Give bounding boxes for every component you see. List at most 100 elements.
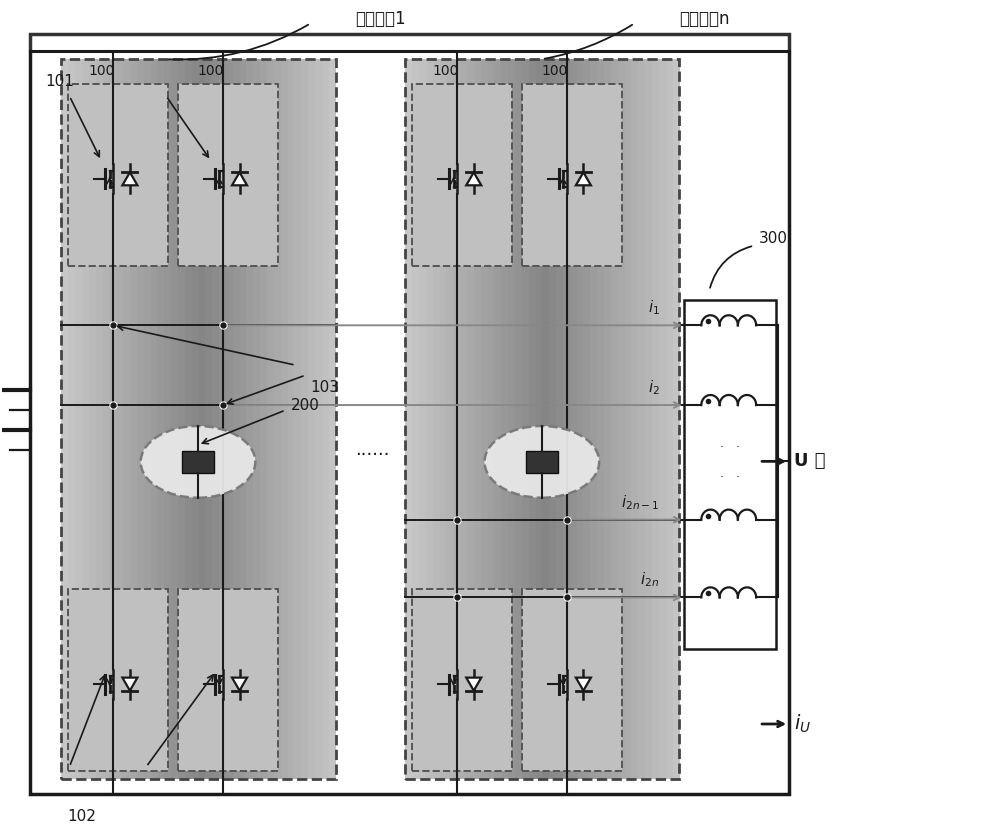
Bar <box>151 59 158 779</box>
Bar <box>460 59 467 779</box>
Bar <box>212 59 220 779</box>
Polygon shape <box>122 678 137 690</box>
Text: $i_U$: $i_U$ <box>794 713 811 735</box>
Bar <box>260 59 268 779</box>
Bar <box>171 59 178 779</box>
Polygon shape <box>576 678 591 690</box>
Bar <box>494 59 502 779</box>
Polygon shape <box>576 172 591 186</box>
Bar <box>583 59 591 779</box>
Bar <box>267 59 274 779</box>
Bar <box>563 59 570 779</box>
Bar <box>467 59 474 779</box>
Polygon shape <box>232 172 247 186</box>
Text: $i_2$: $i_2$ <box>648 378 659 397</box>
FancyBboxPatch shape <box>412 84 512 265</box>
Bar <box>659 59 666 779</box>
Bar <box>618 59 625 779</box>
Text: 300: 300 <box>759 231 788 246</box>
Bar <box>474 59 481 779</box>
Bar <box>288 59 295 779</box>
Bar <box>625 59 632 779</box>
Bar <box>522 59 529 779</box>
Bar <box>542 59 550 779</box>
Bar <box>577 59 584 779</box>
FancyBboxPatch shape <box>178 84 278 265</box>
Text: ·   ·

·   ·: · · · · <box>720 441 740 484</box>
Bar <box>426 59 433 779</box>
Bar <box>604 59 611 779</box>
Bar <box>322 59 329 779</box>
Bar <box>157 59 165 779</box>
Polygon shape <box>232 678 247 690</box>
Bar <box>116 59 124 779</box>
Text: $i_{2n}$: $i_{2n}$ <box>640 570 659 590</box>
Text: 200: 200 <box>291 397 320 412</box>
Bar <box>226 59 233 779</box>
Bar <box>638 59 646 779</box>
Bar <box>329 59 336 779</box>
Bar <box>192 59 199 779</box>
Bar <box>103 59 110 779</box>
Bar <box>75 59 83 779</box>
FancyBboxPatch shape <box>178 590 278 771</box>
FancyBboxPatch shape <box>522 590 622 771</box>
Bar <box>123 59 130 779</box>
FancyBboxPatch shape <box>412 590 512 771</box>
Bar <box>178 59 185 779</box>
Text: U 相: U 相 <box>794 453 826 470</box>
Text: $i_{2n-1}$: $i_{2n-1}$ <box>621 493 659 512</box>
Bar <box>233 59 240 779</box>
Bar <box>96 59 103 779</box>
Bar <box>82 59 89 779</box>
Bar <box>61 59 69 779</box>
Bar <box>137 59 144 779</box>
Bar <box>481 59 488 779</box>
Bar <box>652 59 659 779</box>
Bar <box>515 59 522 779</box>
FancyBboxPatch shape <box>526 451 558 473</box>
Bar <box>185 59 192 779</box>
Bar <box>590 59 598 779</box>
Bar <box>274 59 281 779</box>
Text: 100: 100 <box>542 64 568 78</box>
Ellipse shape <box>485 426 599 498</box>
Bar <box>645 59 652 779</box>
Bar <box>109 59 117 779</box>
Bar <box>130 59 137 779</box>
Bar <box>453 59 461 779</box>
Bar <box>164 59 172 779</box>
Bar <box>666 59 673 779</box>
Bar <box>240 59 247 779</box>
Bar <box>440 59 447 779</box>
Text: 102: 102 <box>67 809 96 824</box>
Ellipse shape <box>141 426 255 498</box>
Text: 开关模组n: 开关模组n <box>679 10 730 29</box>
Bar <box>597 59 605 779</box>
Bar <box>219 59 226 779</box>
Bar <box>508 59 515 779</box>
Bar <box>570 59 577 779</box>
Text: ......: ...... <box>355 441 390 459</box>
Text: 100: 100 <box>198 64 224 78</box>
Bar <box>281 59 288 779</box>
Bar <box>419 59 426 779</box>
Bar <box>294 59 302 779</box>
Bar <box>253 59 261 779</box>
Bar <box>631 59 639 779</box>
Polygon shape <box>466 678 481 690</box>
Polygon shape <box>466 172 481 186</box>
FancyBboxPatch shape <box>68 84 168 265</box>
Text: 100: 100 <box>88 64 115 78</box>
Bar <box>529 59 536 779</box>
Bar <box>199 59 206 779</box>
Bar <box>412 59 420 779</box>
Bar <box>89 59 96 779</box>
Bar <box>673 59 680 779</box>
Bar <box>68 59 76 779</box>
Bar <box>536 59 543 779</box>
Bar <box>315 59 322 779</box>
Text: 开关模组1: 开关模组1 <box>355 10 406 29</box>
Bar <box>611 59 618 779</box>
Text: 100: 100 <box>432 64 458 78</box>
